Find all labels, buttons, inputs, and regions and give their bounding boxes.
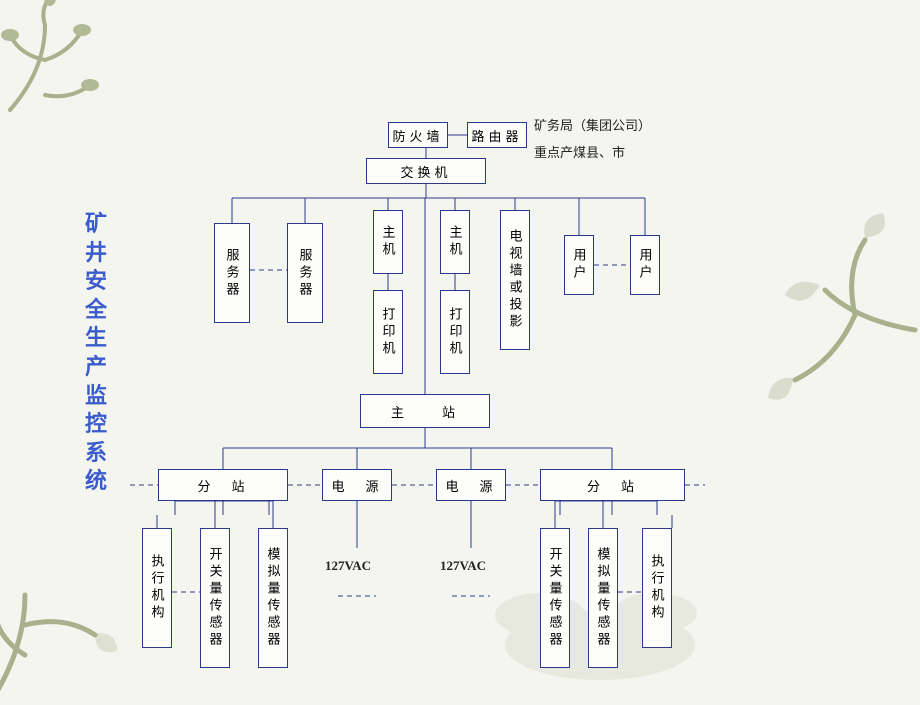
node-firewall: 防火墙 <box>388 122 448 148</box>
node-analog1: 模拟量传感器 <box>258 528 288 668</box>
node-router: 路由器 <box>467 122 527 148</box>
node-tvwall: 电视墙或投影 <box>500 210 530 350</box>
annotation-org: 矿务局（集团公司） <box>534 115 651 134</box>
node-pwr2: 电 源 <box>436 469 506 501</box>
node-digital1: 开关量传感器 <box>200 528 230 668</box>
node-server1: 服务器 <box>214 223 250 323</box>
node-sub1: 分 站 <box>158 469 288 501</box>
annotation-region: 重点产煤县、市 <box>534 142 625 161</box>
node-pwr1: 电 源 <box>322 469 392 501</box>
page-title: 矿井安全生产监控系统 <box>85 210 107 496</box>
decor-branch-right <box>715 200 920 460</box>
node-analog2: 模拟量传感器 <box>588 528 618 668</box>
node-host2: 主机 <box>440 210 470 274</box>
node-printer2: 打印机 <box>440 290 470 374</box>
node-server2: 服务器 <box>287 223 323 323</box>
vac-label-left: 127VAC <box>325 558 371 574</box>
node-mainstn: 主 站 <box>360 394 490 428</box>
node-switch: 交换机 <box>366 158 486 184</box>
node-printer1: 打印机 <box>373 290 403 374</box>
node-digital2: 开关量传感器 <box>540 528 570 668</box>
decor-branch-top-left <box>0 0 210 210</box>
node-host1: 主机 <box>373 210 403 274</box>
node-actuator1: 执行机构 <box>142 528 172 648</box>
node-actuator2: 执行机构 <box>642 528 672 648</box>
node-user1: 用户 <box>564 235 594 295</box>
vac-label-right: 127VAC <box>440 558 486 574</box>
node-user2: 用户 <box>630 235 660 295</box>
node-sub2: 分 站 <box>540 469 685 501</box>
